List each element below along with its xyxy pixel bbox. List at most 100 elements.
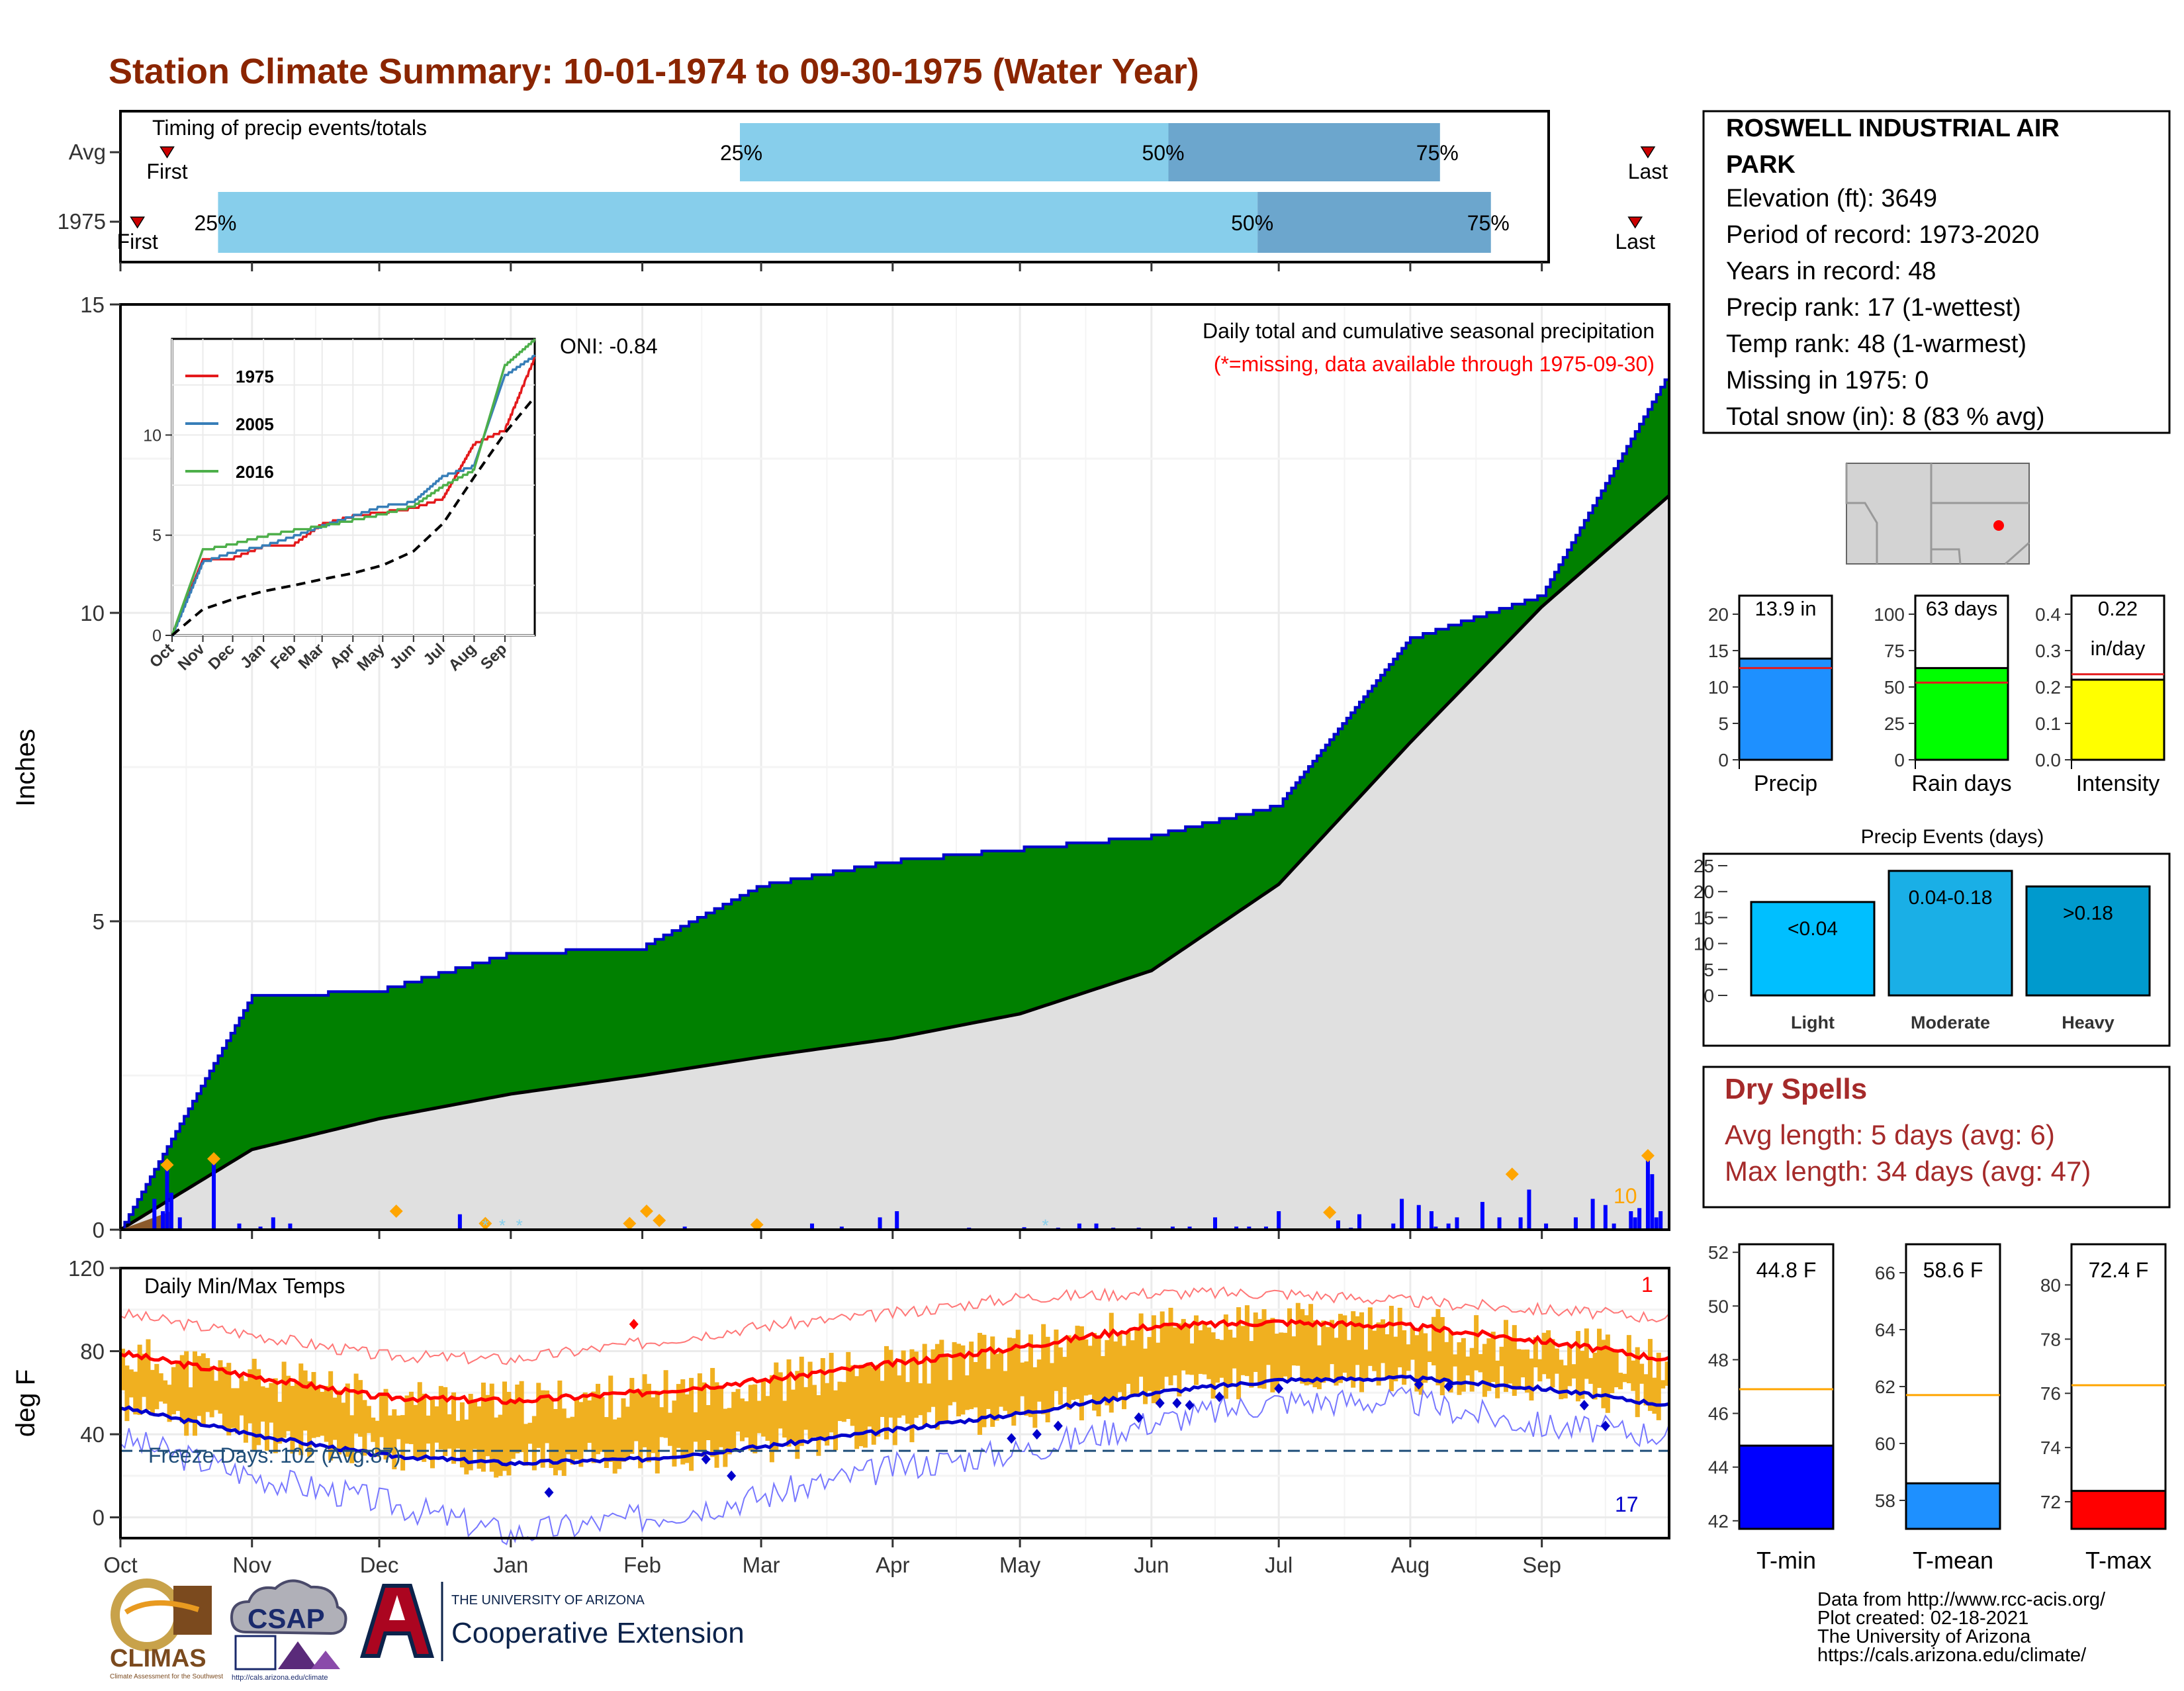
daily-precip-bar bbox=[1336, 1220, 1340, 1230]
daily-temp-bar bbox=[1300, 1308, 1305, 1384]
daily-temp-bar bbox=[489, 1383, 494, 1472]
daily-temp-bar bbox=[375, 1420, 380, 1457]
precip-events-category: Moderate bbox=[1911, 1013, 1990, 1032]
daily-temp-bar bbox=[1253, 1312, 1258, 1372]
inset-y-tick-0: 0 bbox=[152, 627, 161, 645]
daily-temp-bar bbox=[820, 1357, 825, 1441]
daily-temp-bar bbox=[600, 1396, 605, 1452]
temp-summary-label-tmax: T-max bbox=[2085, 1547, 2152, 1574]
precip-events-tick: 25 bbox=[1694, 856, 1714, 876]
daily-temp-bar bbox=[214, 1381, 219, 1410]
daily-precip-bar bbox=[161, 1211, 165, 1230]
precip-panel: * * * * 0 5 10 15 Inches Daily total and cumul… bbox=[11, 293, 1670, 1242]
daily-temp-bar bbox=[332, 1397, 338, 1440]
daily-temp-bar bbox=[705, 1404, 711, 1441]
daily-temp-bar bbox=[642, 1374, 647, 1447]
daily-temp-bar bbox=[1215, 1339, 1220, 1383]
precip-y-tick-10: 10 bbox=[80, 601, 105, 625]
daily-temp-bar bbox=[286, 1375, 291, 1432]
daily-temp-bar bbox=[651, 1397, 656, 1453]
daily-precip-bar bbox=[1187, 1226, 1192, 1230]
daily-precip-bar bbox=[1455, 1217, 1459, 1230]
daily-precip-bar bbox=[258, 1226, 263, 1230]
daily-temp-bar bbox=[1274, 1334, 1279, 1391]
daily-temp-bar bbox=[934, 1344, 940, 1430]
daily-temp-bar bbox=[969, 1342, 974, 1410]
temp-panel: 0 40 80 120 deg F Daily Min/Max Temps Freez… bbox=[11, 1256, 1670, 1577]
daily-temp-bar bbox=[905, 1382, 911, 1424]
precip-missing-note: (*=missing, data available through 1975-… bbox=[1214, 352, 1655, 376]
timing-bar-50-75 bbox=[1168, 123, 1440, 181]
daily-temp-bar bbox=[1117, 1332, 1122, 1393]
summary-label-precip: Precip bbox=[1754, 771, 1817, 796]
daily-temp-bar bbox=[1520, 1349, 1525, 1378]
daily-temp-bar bbox=[1126, 1332, 1131, 1384]
station-period: Period of record: 1973-2020 bbox=[1726, 221, 2039, 249]
daily-temp-bar bbox=[146, 1339, 151, 1410]
daily-temp-bar bbox=[1482, 1344, 1487, 1397]
locator-map bbox=[1845, 463, 2030, 565]
daily-temp-bar bbox=[1003, 1371, 1008, 1411]
daily-temp-bar bbox=[362, 1400, 367, 1456]
timing-title: Timing of precip events/totals bbox=[152, 116, 427, 140]
daily-temp-bar bbox=[1138, 1313, 1144, 1377]
precip-events-category: Light bbox=[1791, 1013, 1835, 1032]
daily-temp-bar bbox=[740, 1398, 745, 1441]
daily-temp-bar bbox=[128, 1369, 134, 1398]
daily-temp-bar bbox=[952, 1342, 957, 1402]
precip-events-bar-moderate bbox=[1888, 870, 2013, 997]
daily-temp-bar bbox=[260, 1386, 265, 1422]
daily-temp-bar bbox=[1597, 1328, 1602, 1389]
daily-temp-bar bbox=[803, 1387, 809, 1430]
csap-logo: CSAP http://cals.arizona.edu/climate bbox=[230, 1579, 347, 1682]
daily-temp-bar bbox=[948, 1380, 953, 1406]
daily-temp-bar bbox=[994, 1353, 999, 1421]
daily-temp-bar bbox=[1580, 1351, 1585, 1399]
precip-events-tick: 15 bbox=[1694, 907, 1714, 928]
daily-temp-bar bbox=[702, 1382, 707, 1457]
daily-precip-bar bbox=[1170, 1226, 1175, 1230]
daily-temp-bar bbox=[1622, 1373, 1627, 1383]
daily-temp-bar bbox=[748, 1385, 753, 1451]
first-event-marker bbox=[130, 216, 145, 229]
daily-temp-bar bbox=[1054, 1329, 1059, 1391]
daily-temp-bar bbox=[1062, 1357, 1068, 1387]
daily-temp-bar bbox=[1249, 1341, 1254, 1388]
daily-temp-bar bbox=[731, 1392, 737, 1451]
month-tick-label-mar: Mar bbox=[743, 1553, 780, 1577]
summary-tick-precip: 5 bbox=[1718, 713, 1729, 734]
record-low-marker bbox=[1214, 1391, 1224, 1402]
daily-temp-bar bbox=[574, 1399, 579, 1459]
daily-temp-bar bbox=[1512, 1325, 1517, 1396]
daily-temp-bar bbox=[531, 1416, 537, 1471]
daily-temp-bar bbox=[841, 1382, 846, 1422]
daily-temp-bar bbox=[1610, 1349, 1615, 1393]
summary-tick-rain_days: 50 bbox=[1884, 677, 1905, 698]
daily-temp-bar bbox=[557, 1380, 563, 1471]
daily-temp-bar bbox=[175, 1361, 181, 1411]
daily-temp-bar bbox=[1372, 1330, 1377, 1371]
daily-temp-bar bbox=[964, 1375, 970, 1410]
precip-subtitle: Daily total and cumulative seasonal prec… bbox=[1203, 319, 1655, 343]
daily-temp-bar bbox=[1105, 1340, 1110, 1406]
daily-temp-bar bbox=[1453, 1354, 1458, 1367]
month-tick-label-may: May bbox=[999, 1553, 1041, 1577]
daily-temp-bar bbox=[1643, 1374, 1649, 1406]
daily-precip-bar bbox=[1446, 1223, 1451, 1230]
daily-precip-bar bbox=[1659, 1211, 1663, 1230]
daily-temp-bar bbox=[570, 1416, 575, 1465]
record-max-line bbox=[120, 1286, 1670, 1365]
daily-temp-bar bbox=[1414, 1335, 1420, 1392]
daily-temp-bar bbox=[858, 1365, 864, 1447]
month-tick-label-nov: Nov bbox=[232, 1553, 271, 1577]
daily-temp-bar bbox=[1228, 1330, 1233, 1387]
summary-bars: 0 5 10 15 20 13.9 in Precip 0 25 50 75 100 63 days Ra… bbox=[1708, 594, 2165, 796]
daily-temp-bar bbox=[358, 1380, 363, 1437]
daily-precip-bar bbox=[1573, 1217, 1578, 1230]
daily-temp-bar bbox=[404, 1395, 410, 1444]
last-event-marker bbox=[1627, 216, 1643, 229]
daily-temp-bar bbox=[1410, 1327, 1415, 1360]
temp-summary-tick-tmin: 44 bbox=[1708, 1457, 1729, 1478]
daily-temp-bar bbox=[154, 1363, 159, 1410]
daily-temp-bar bbox=[455, 1420, 461, 1449]
